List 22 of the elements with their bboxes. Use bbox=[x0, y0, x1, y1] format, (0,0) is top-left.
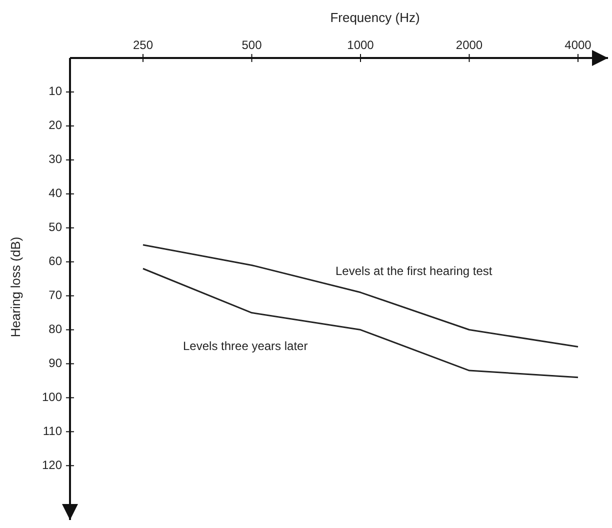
y-tick-label: 90 bbox=[48, 356, 62, 370]
y-tick-label: 10 bbox=[48, 84, 62, 98]
x-tick-label: 2000 bbox=[456, 38, 483, 52]
x-axis-title: Frequency (Hz) bbox=[330, 10, 420, 25]
series-label: Levels at the first hearing test bbox=[336, 264, 493, 278]
y-tick-label: 120 bbox=[42, 458, 62, 472]
x-tick-label: 500 bbox=[242, 38, 262, 52]
x-tick-label: 1000 bbox=[347, 38, 374, 52]
y-tick-label: 100 bbox=[42, 390, 62, 404]
y-tick-label: 110 bbox=[42, 424, 62, 438]
y-tick-label: 30 bbox=[48, 152, 62, 166]
y-tick-label: 50 bbox=[48, 220, 62, 234]
y-tick-label: 20 bbox=[48, 118, 62, 132]
y-tick-label: 40 bbox=[48, 186, 62, 200]
y-tick-label: 70 bbox=[48, 288, 62, 302]
x-tick-label: 4000 bbox=[564, 38, 592, 52]
y-tick-label: 60 bbox=[48, 254, 62, 268]
x-tick-label: 250 bbox=[132, 38, 154, 52]
y-tick-label: 80 bbox=[48, 322, 62, 336]
y-axis-title: Hearing loss (dB) bbox=[8, 236, 23, 338]
line-series bbox=[142, 268, 579, 378]
series-label: Levels three years later bbox=[183, 338, 308, 353]
